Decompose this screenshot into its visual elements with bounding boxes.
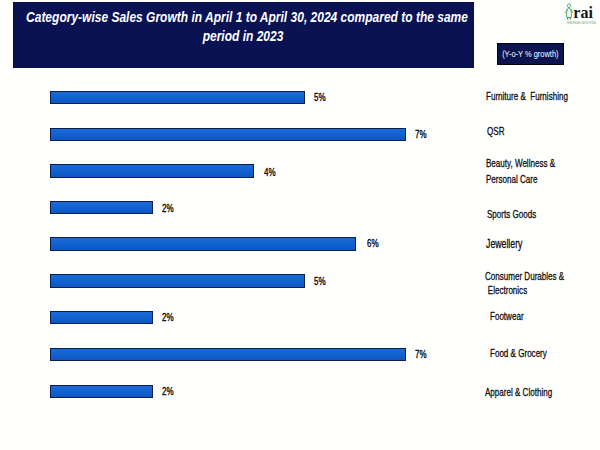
svg-text:rai: rai: [573, 4, 593, 21]
